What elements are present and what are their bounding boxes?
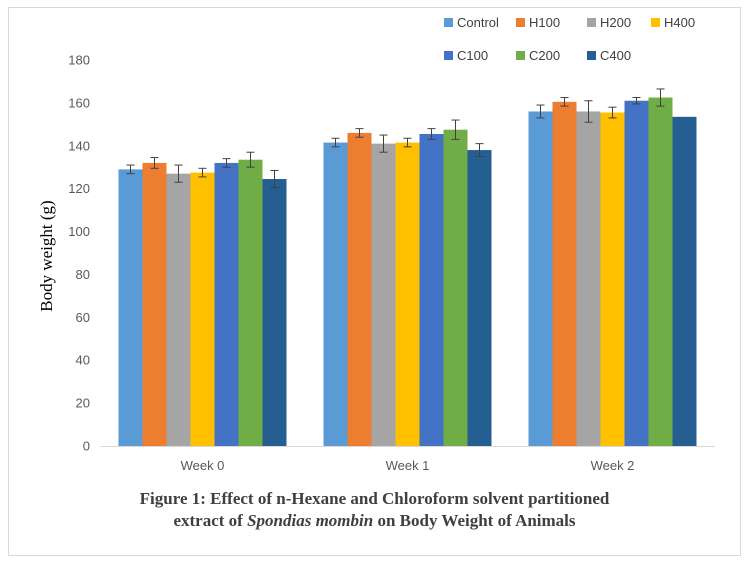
error-bar [608,106,617,119]
y-tick-label: 20 [76,396,90,411]
error-bar [246,151,255,168]
error-bar [379,134,388,153]
legend-item-c400: C400 [587,48,631,63]
bar-c100-week-2 [624,100,649,446]
error-bar [222,158,231,168]
legend-label: H200 [600,15,631,30]
legend-item-h100: H100 [516,15,560,30]
error-bar [475,143,484,157]
x-tick-label: Week 2 [591,458,635,473]
y-tick-label: 100 [68,224,90,239]
error-bar [656,88,665,107]
y-tick-label: 140 [68,138,90,153]
error-bar [427,128,436,140]
error-bar [270,169,279,189]
legend-item-control: Control [444,15,499,30]
error-bar [560,97,569,107]
bar-c200-week-0 [238,159,263,446]
caption-species-name: Spondias mombin [247,511,374,530]
legend-label: C400 [600,48,631,63]
bar-h200-week-2 [576,111,601,446]
y-axis-label: Body weight (g) [37,200,56,311]
caption-line-2-end: on Body Weight of Animals [373,511,576,530]
figure-caption: Figure 1: Effect of n-Hexane and Chlorof… [0,488,749,532]
bar-h400-week-2 [600,112,625,447]
error-bar [198,167,207,178]
legend: Control H100 H200 H400 C100 C200 C400 [444,15,695,63]
legend-swatch [587,18,596,27]
error-bar [126,164,135,175]
bar-h100-week-1 [347,132,372,446]
bar-c100-week-0 [214,162,239,446]
error-bar [355,128,364,138]
legend-label: Control [457,15,499,30]
bar-h400-week-0 [190,172,215,447]
bar-h200-week-0 [166,173,191,446]
y-axis-ticks: 0 20 40 60 80 100 120 140 160 180 [68,53,90,454]
legend-swatch [516,18,525,27]
bar-control-week-2 [528,111,553,446]
bar-h400-week-1 [395,142,420,447]
bar-control-week-0 [118,169,143,446]
error-bar [331,137,340,148]
error-bar [403,137,412,148]
legend-label: C200 [529,48,560,63]
error-bar [150,157,159,169]
legend-swatch [444,51,453,60]
legend-label: H400 [664,15,695,30]
error-bar [536,104,545,119]
error-bar [632,97,641,105]
legend-swatch [444,18,453,27]
caption-line-2: extract of Spondias mombin on Body Weigh… [0,510,749,532]
legend-item-h200: H200 [587,15,631,30]
error-bars [126,88,665,189]
y-tick-label: 80 [76,267,90,282]
legend-label: H100 [529,15,560,30]
bar-h200-week-1 [371,143,396,446]
legend-item-h400: H400 [651,15,695,30]
bar-control-week-1 [323,142,348,447]
caption-line-1: Figure 1: Effect of n-Hexane and Chlorof… [139,489,610,508]
bar-h100-week-2 [552,101,577,447]
bar-c400-week-2 [672,116,697,447]
legend-item-c100: C100 [444,48,488,63]
error-bar [584,100,593,123]
error-bar [451,119,460,140]
y-tick-label: 160 [68,95,90,110]
bar-h100-week-0 [142,162,167,446]
y-tick-label: 180 [68,53,90,68]
bar-c200-week-2 [648,97,673,447]
y-tick-label: 0 [83,439,90,454]
bar-c400-week-1 [467,150,492,447]
bar-c400-week-0 [262,179,287,446]
x-tick-label: Week 0 [181,458,225,473]
x-axis-ticks: Week 0 Week 1 Week 2 [181,458,635,473]
error-bar [174,164,183,183]
legend-label: C100 [457,48,488,63]
caption-line-2-start: extract of [173,511,248,530]
legend-item-c200: C200 [516,48,560,63]
x-tick-label: Week 1 [386,458,430,473]
bar-c200-week-1 [443,129,468,446]
y-tick-label: 120 [68,181,90,196]
legend-swatch [651,18,660,27]
legend-swatch [587,51,596,60]
y-tick-label: 40 [76,353,90,368]
bar-c100-week-1 [419,133,444,446]
bars [118,97,697,447]
legend-swatch [516,51,525,60]
y-tick-label: 60 [76,310,90,325]
